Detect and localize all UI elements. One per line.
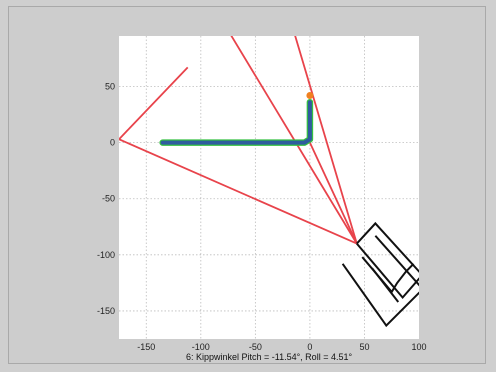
- tick-labels: -150 -100 -50 0 50 100 50 0 -50 -100 -150: [97, 82, 427, 353]
- y-tick-label: -50: [102, 194, 115, 204]
- plot-svg: -150 -100 -50 0 50 100 50 0 -50 -100 -150 6: Kippw…: [97, 36, 427, 362]
- figure-window: -150 -100 -50 0 50 100 50 0 -50 -100 -150 6: Kippw…: [8, 6, 486, 364]
- x-tick-label: -50: [249, 342, 262, 352]
- x-tick-label: 0: [307, 342, 312, 352]
- x-tick-label: -100: [192, 342, 210, 352]
- vehicle-outline: [374, 235, 419, 287]
- y-tick-label: 0: [110, 138, 115, 148]
- x-tick-label: -150: [137, 342, 155, 352]
- position-marker: [306, 91, 314, 99]
- field-of-view-ray: [230, 36, 358, 245]
- field-of-view-ray: [119, 138, 358, 245]
- vehicle-outline: [341, 263, 419, 328]
- trajectory-line: [160, 100, 312, 145]
- y-tick-label: -100: [97, 250, 115, 260]
- field-of-view-ray: [309, 142, 358, 244]
- field-of-view-ray: [119, 66, 189, 140]
- y-tick-label: 50: [105, 82, 115, 92]
- x-axis-label: 6: Kippwinkel Pitch = -11.54°, Roll = 4.…: [186, 352, 353, 362]
- field-of-view-ray: [294, 36, 358, 244]
- x-tick-label: 50: [359, 342, 369, 352]
- vehicle-outline: [371, 267, 400, 303]
- chart-marks: [119, 36, 419, 328]
- y-tick-label: -150: [97, 306, 115, 316]
- axes-area: [119, 36, 419, 339]
- x-tick-label: 100: [411, 342, 426, 352]
- vehicle-outline: [356, 221, 419, 300]
